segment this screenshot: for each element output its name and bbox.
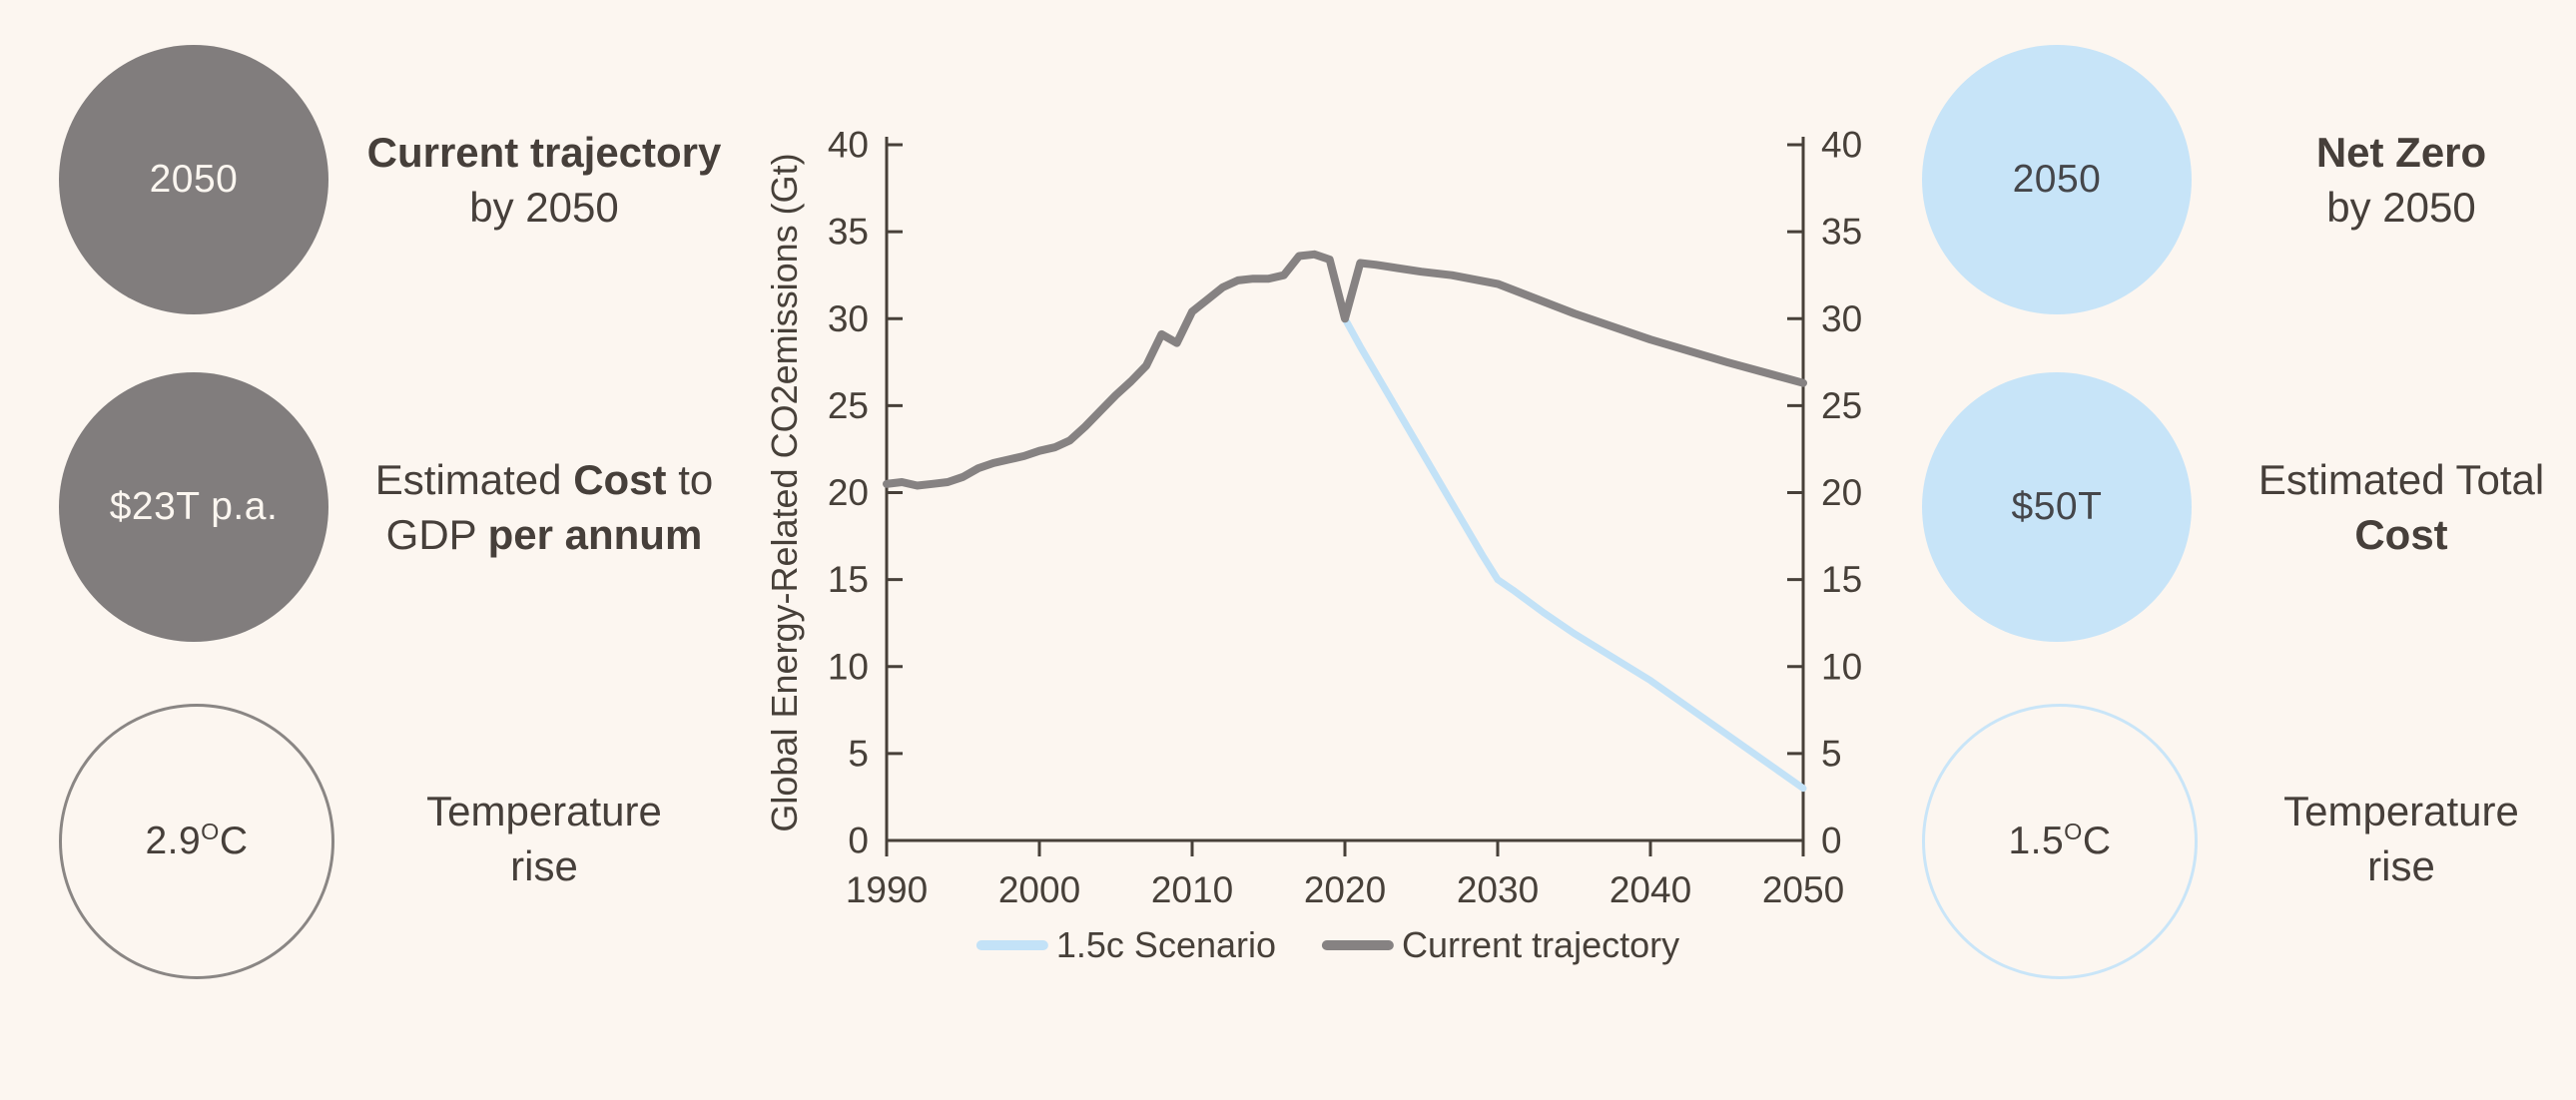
y-tick-label-left: 40 [828,125,869,166]
y-tick-label-left: 25 [828,385,869,426]
y-tick-label-right: 0 [1821,821,1842,861]
stat-label-net-zero: Net Zero by 2050 [2172,45,2576,314]
y-tick-label-right: 20 [1821,472,1862,513]
stat-label-line: Cost [2354,511,2448,558]
stat-label-line: Net Zero [2315,128,2487,176]
stat-circle-net-zero-year: 2050 [1922,45,2192,314]
y-tick-label-right: 30 [1821,298,1862,339]
x-tick-label: 2010 [1151,869,1233,910]
legend-swatch-icon [975,940,1048,950]
y-tick-label-left: 0 [848,821,869,861]
legend-swatch-icon [1322,940,1395,950]
stat-circle-text: $50T [2011,485,2103,528]
legend-label: Current trajectory [1402,924,1680,965]
x-tick-label: 2000 [998,869,1080,910]
stat-circle-text: 2.9OC [145,819,249,862]
x-tick-label: 1990 [846,869,928,910]
x-tick-label: 2020 [1304,869,1386,910]
y-tick-label-left: 5 [848,733,869,774]
stat-circle-text: 2050 [2012,158,2102,201]
stat-label-line: Estimated Cost to [374,455,714,503]
stat-label-line: Temperature [426,787,662,834]
legend-item: Current trajectory [1322,924,1679,966]
y-tick-label-right: 5 [1821,733,1842,774]
stat-label-temperature-rise-left: Temperature rise [315,704,774,973]
stat-circle-cost-per-annum: $23T p.a. [59,372,328,642]
x-tick-label: 2050 [1762,869,1844,910]
stat-circle-text: 2050 [149,158,239,201]
stat-label-line: rise [2367,842,2435,889]
legend-item: 1.5c Scenario [975,924,1277,966]
y-tick-label-left: 15 [828,559,869,600]
stat-label-cost-to-gdp: Estimated Cost to GDP per annum [315,372,774,642]
stat-label-line: rise [510,842,578,889]
stat-label-line: Current trajectory [366,128,722,176]
stat-circle-total-cost: $50T [1922,372,2192,642]
y-tick-label-right: 35 [1821,212,1862,253]
stat-label-line: by 2050 [2326,184,2476,231]
stat-circle-temperature-current: 2.9OC [59,704,334,979]
stat-circle-text: 1.5OC [2008,819,2112,862]
y-tick-label-right: 25 [1821,385,1862,426]
y-tick-label-right: 15 [1821,559,1862,600]
y-tick-label-right: 10 [1821,646,1862,687]
chart-legend: 1.5c Scenario Current trajectory [975,924,1679,966]
stat-label-line: Estimated Total [2257,455,2545,503]
y-tick-label-right: 40 [1821,125,1862,166]
x-tick-label: 2040 [1610,869,1691,910]
stat-circle-current-trajectory-year: 2050 [59,45,328,314]
y-axis-title: Global Energy-Related CO2emissions (Gt) [764,153,805,831]
stat-label-line: Temperature [2283,787,2519,834]
x-tick-label: 2030 [1457,869,1539,910]
series-line-1-5c-scenario [1341,314,1807,793]
legend-label: 1.5c Scenario [1055,924,1277,965]
stat-label-current-trajectory: Current trajectory by 2050 [315,45,774,314]
stat-label-estimated-total-cost: Estimated Total Cost [2172,372,2576,642]
y-tick-label-left: 30 [828,298,869,339]
stat-label-temperature-rise-right: Temperature rise [2172,704,2576,973]
stat-circle-text: $23T p.a. [109,485,279,528]
stat-label-line: GDP per annum [385,511,703,558]
stat-label-line: by 2050 [469,184,619,231]
series-line-current-trajectory [883,250,1807,490]
y-tick-label-left: 35 [828,212,869,253]
stat-circle-temperature-net-zero: 1.5OC [1922,704,2198,979]
y-tick-label-left: 20 [828,472,869,513]
y-tick-label-left: 10 [828,646,869,687]
